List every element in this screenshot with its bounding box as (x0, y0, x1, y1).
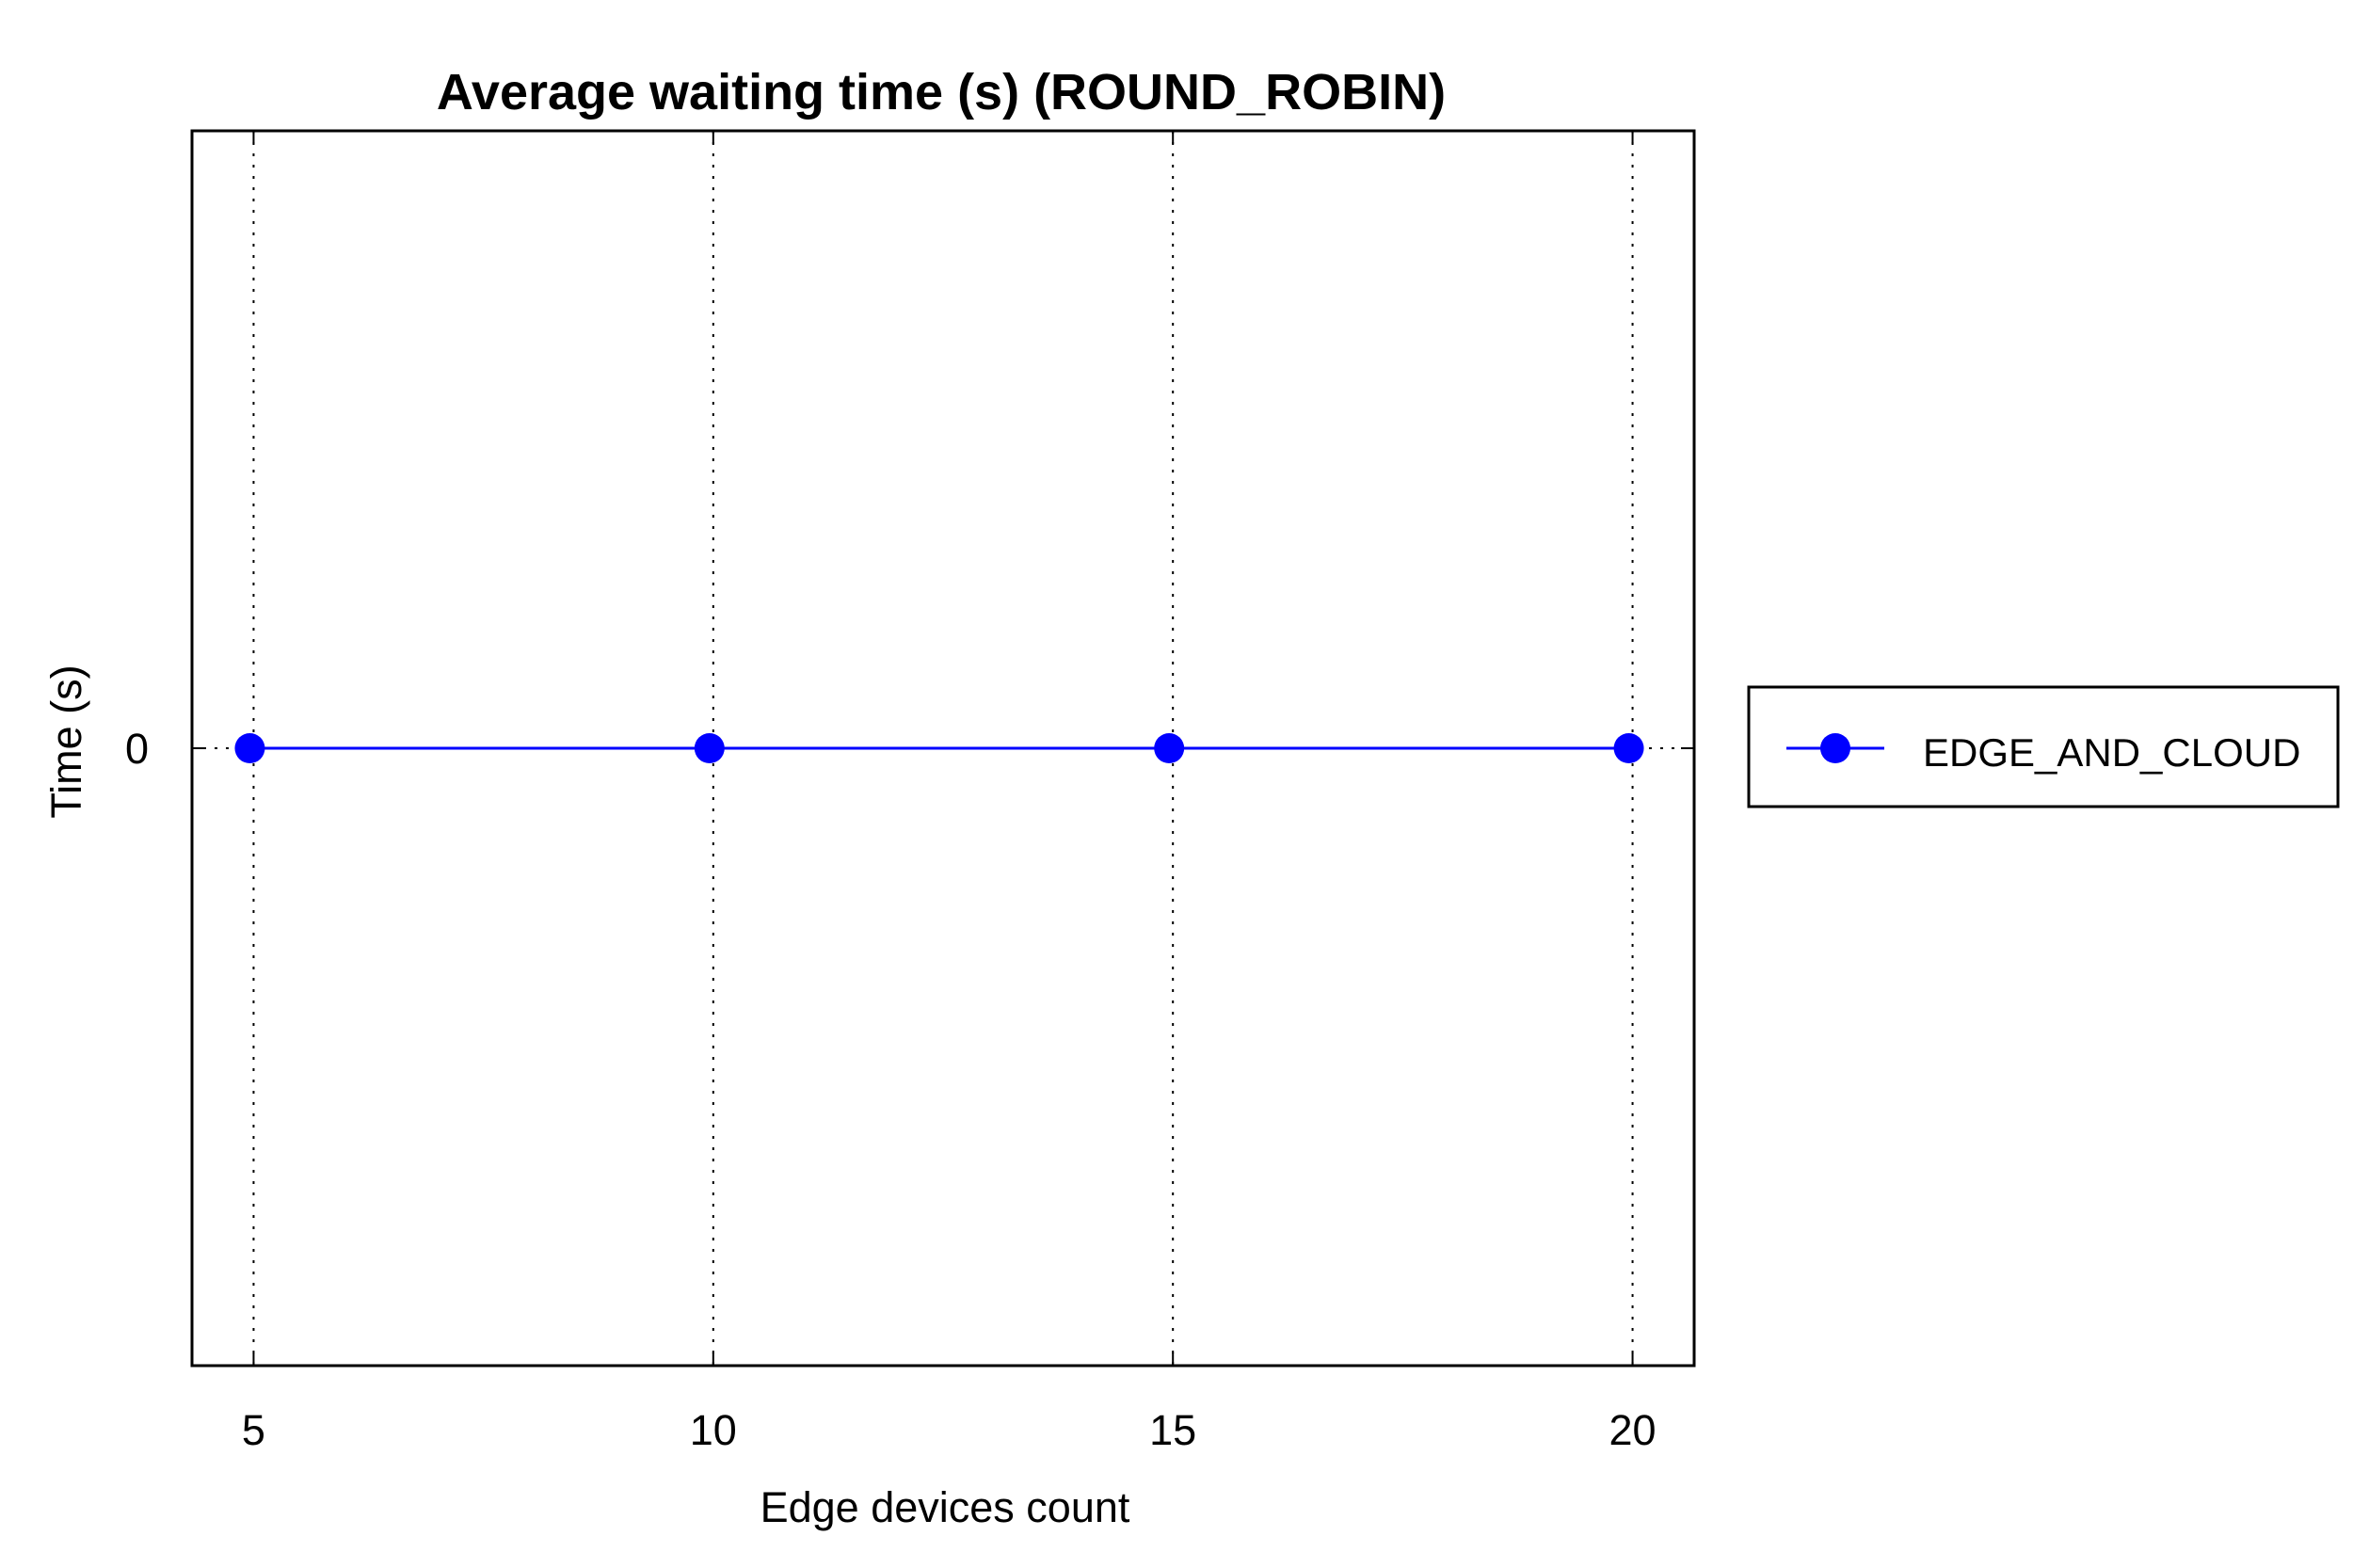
x-axis-label: Edge devices count (760, 1483, 1130, 1531)
x-tick-label: 15 (1149, 1406, 1196, 1454)
chart-title: Average waiting time (s) (ROUND_ROBIN) (437, 64, 1446, 120)
data-point (694, 733, 725, 763)
y-tick-label: 0 (125, 725, 149, 773)
y-axis-label: Time (s) (42, 664, 90, 818)
legend-marker-edge-and-cloud (1820, 733, 1850, 763)
tick-layer: 5 10 15 20 0 (125, 131, 1694, 1454)
x-tick-label: 10 (690, 1406, 737, 1454)
legend-label-edge-and-cloud: EDGE_AND_CLOUD (1923, 730, 2300, 775)
series-layer (234, 733, 1644, 763)
x-tick-label: 5 (242, 1406, 265, 1454)
data-point (234, 733, 265, 763)
data-point (1613, 733, 1644, 763)
x-tick-label: 20 (1609, 1406, 1657, 1454)
legend: EDGE_AND_CLOUD (1747, 685, 2340, 808)
data-point (1154, 733, 1185, 763)
